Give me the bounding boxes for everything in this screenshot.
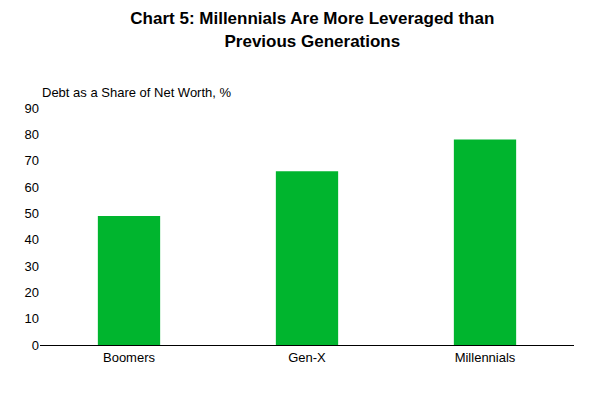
svg-text:Debt as a Share of Net Worth,: Debt as a Share of Net Worth, % — [42, 85, 232, 100]
svg-text:70: 70 — [25, 153, 39, 168]
svg-text:30: 30 — [25, 259, 39, 274]
svg-text:Chart 5: Millennials Are More: Chart 5: Millennials Are More Leveraged … — [130, 9, 494, 50]
svg-text:10: 10 — [25, 311, 39, 326]
svg-text:20: 20 — [25, 285, 39, 300]
svg-text:50: 50 — [25, 206, 39, 221]
svg-text:Millennials: Millennials — [455, 350, 516, 365]
svg-text:90: 90 — [25, 101, 39, 116]
svg-text:40: 40 — [25, 232, 39, 247]
svg-text:0: 0 — [32, 338, 39, 353]
svg-text:Boomers: Boomers — [103, 350, 156, 365]
svg-text:80: 80 — [25, 127, 39, 142]
svg-text:Gen-X: Gen-X — [288, 350, 326, 365]
svg-text:60: 60 — [25, 180, 39, 195]
